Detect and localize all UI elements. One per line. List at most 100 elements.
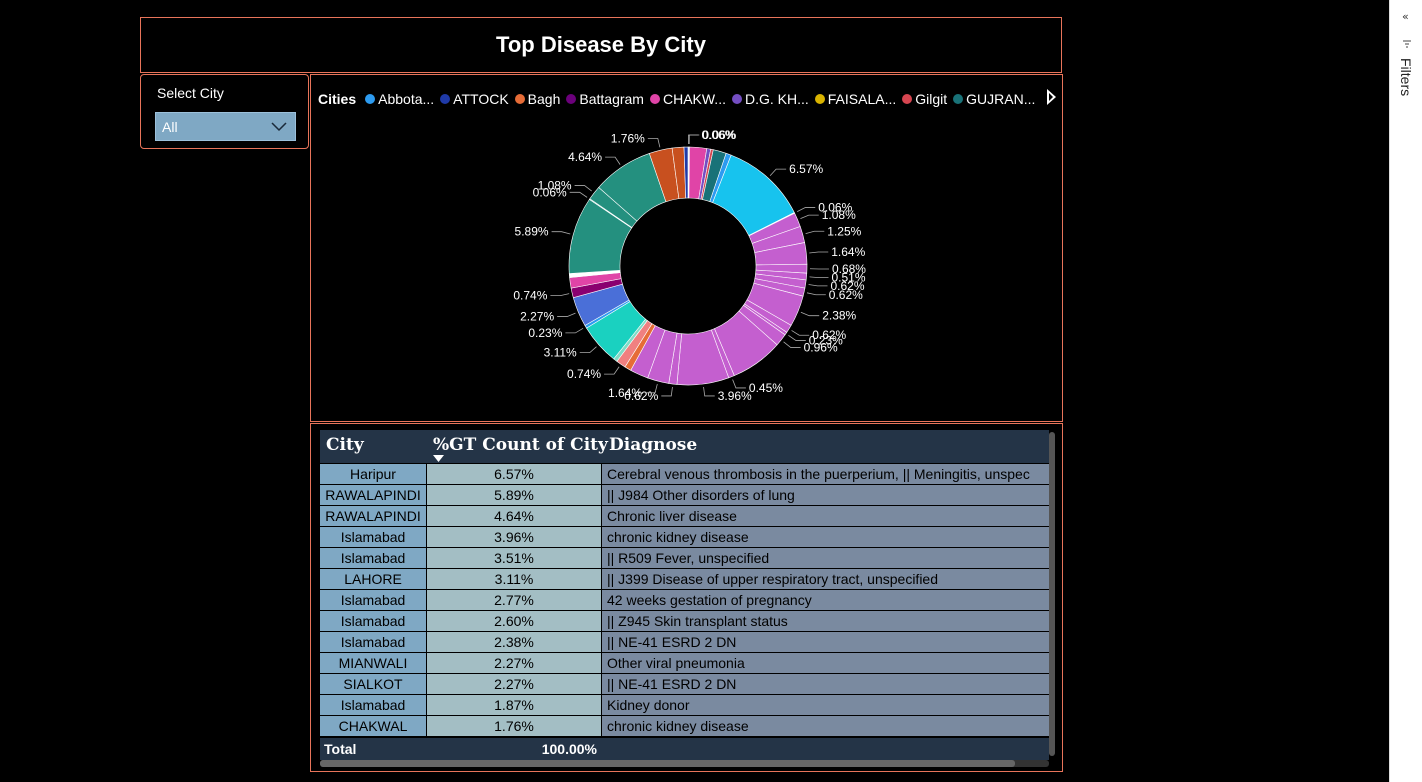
legend-item[interactable]: Gilgit — [902, 91, 947, 107]
donut-chart-visual: Cities Abbota... ATTOCK Bagh Battagram CHAKW… — [310, 74, 1063, 422]
data-label: 2.27% — [520, 310, 554, 324]
table-row[interactable]: Islamabad 3.51% || R509 Fever, unspecified — [320, 548, 1049, 568]
leader-line — [645, 383, 658, 394]
vertical-scrollbar[interactable] — [1049, 432, 1055, 756]
table-row[interactable]: CHAKWAL 1.76% chronic kidney disease — [320, 716, 1049, 736]
legend-marker-icon — [902, 94, 913, 104]
legend-item-label: Bagh — [527, 91, 561, 107]
legend-item[interactable]: GUJRAN... — [953, 91, 1035, 107]
table-row[interactable]: SIALKOT 2.27% || NE-41 ESRD 2 DN — [320, 674, 1049, 694]
data-label: 0.06% — [818, 201, 852, 215]
table-row[interactable]: MIANWALI 2.27% Other viral pneumonia — [320, 653, 1049, 673]
city-cell: CHAKWAL — [320, 716, 426, 736]
pct-cell: 2.38% — [427, 632, 601, 652]
donut-slice[interactable] — [683, 146, 689, 199]
data-label: 0.45% — [749, 381, 783, 395]
data-label: 6.57% — [789, 162, 823, 176]
data-label: 4.64% — [568, 150, 602, 164]
legend-next-arrow-icon[interactable] — [1045, 88, 1057, 106]
pct-cell: 3.51% — [427, 548, 601, 568]
legend-item-label: CHAKW... — [662, 91, 726, 107]
city-cell: Islamabad — [320, 548, 426, 568]
leader-line — [604, 366, 620, 375]
pct-cell: 3.11% — [427, 569, 601, 589]
pct-cell: 3.96% — [427, 527, 601, 547]
legend-item-label: D.G. KH... — [744, 91, 809, 107]
disease-table-visual: City %GT Count of City Diagnose Haripur 6… — [310, 423, 1063, 772]
pct-cell: 6.57% — [427, 464, 601, 484]
diagnose-cell: || Z945 Skin transplant status — [602, 611, 1049, 631]
data-label: 0.62% — [829, 288, 863, 302]
data-label: 0.51% — [831, 271, 865, 285]
leader-line — [809, 276, 829, 279]
chevron-down-icon — [271, 122, 287, 132]
legend-item[interactable]: D.G. KH... — [731, 91, 809, 107]
total-pct: 100.00% — [541, 741, 597, 757]
table-row[interactable]: Islamabad 3.96% chronic kidney disease — [320, 527, 1049, 547]
leader-line — [557, 312, 576, 317]
leader-line — [809, 251, 829, 254]
total-label: Total — [324, 741, 357, 757]
legend-item[interactable]: Battagram — [566, 91, 644, 107]
data-label: 0.06% — [701, 128, 735, 142]
leader-line — [805, 230, 825, 235]
column-header-diagnose[interactable]: Diagnose — [609, 435, 698, 455]
diagnose-cell: || NE-41 ESRD 2 DN — [602, 674, 1049, 694]
city-cell: Haripur — [320, 464, 426, 484]
table-row[interactable]: Islamabad 1.87% Kidney donor — [320, 695, 1049, 715]
pct-cell: 1.87% — [427, 695, 601, 715]
leader-line — [788, 334, 806, 341]
table-row[interactable]: Haripur 6.57% Cerebral venous thrombosis i… — [320, 464, 1049, 484]
filters-pane[interactable]: « Filters — [1389, 0, 1422, 782]
pct-cell: 2.27% — [427, 653, 601, 673]
column-header-city[interactable]: City — [326, 435, 364, 455]
legend-item[interactable]: CHAKW... — [649, 91, 726, 107]
table-row[interactable]: LAHORE 3.11% || J399 Disease of upper resp… — [320, 569, 1049, 589]
legend-item[interactable]: Bagh — [514, 91, 561, 107]
horizontal-scrollbar[interactable] — [320, 760, 1049, 767]
table-total-row: Total 100.00% — [320, 738, 1049, 760]
diagnose-cell: Cerebral venous thrombosis in the puerpe… — [602, 464, 1049, 484]
data-label: 1.64% — [831, 245, 865, 259]
leader-line — [550, 293, 570, 297]
city-cell: Islamabad — [320, 632, 426, 652]
diagnose-cell: chronic kidney disease — [602, 527, 1049, 547]
horizontal-scroll-thumb[interactable] — [320, 760, 1015, 767]
city-dropdown[interactable]: All — [155, 112, 296, 141]
diagnose-cell: Other viral pneumonia — [602, 653, 1049, 673]
city-cell: RAWALAPINDI — [320, 485, 426, 505]
filters-label[interactable]: Filters — [1398, 58, 1414, 97]
table-row[interactable]: Islamabad 2.38% || NE-41 ESRD 2 DN — [320, 632, 1049, 652]
legend-marker-icon — [814, 94, 825, 104]
leader-line — [688, 134, 699, 145]
table-row[interactable]: Islamabad 2.77% 42 weeks gestation of preg… — [320, 590, 1049, 610]
data-label: 0.68% — [832, 262, 866, 276]
data-label: 1.76% — [611, 132, 645, 146]
collapse-chevron-icon[interactable]: « — [1402, 10, 1409, 23]
column-header-pct[interactable]: %GT Count of City — [433, 435, 608, 455]
slicer-label: Select City — [157, 85, 224, 101]
city-cell: Islamabad — [320, 611, 426, 631]
diagnose-cell: Kidney donor — [602, 695, 1049, 715]
legend-title: Cities — [318, 91, 357, 107]
legend-item-label: ATTOCK — [453, 91, 509, 107]
report-canvas: Top Disease By City Select City All Citi… — [0, 0, 1389, 782]
leader-line — [806, 292, 826, 296]
leader-line — [605, 156, 621, 165]
leader-line — [800, 311, 820, 317]
table-row[interactable]: RAWALAPINDI 4.64% Chronic liver disease — [320, 506, 1049, 526]
data-label: 3.96% — [718, 389, 752, 403]
legend-item[interactable]: FAISALA... — [814, 91, 896, 107]
data-label: 0.62% — [812, 328, 846, 342]
table-row[interactable]: Islamabad 2.60% || Z945 Skin transplant st… — [320, 611, 1049, 631]
legend-item[interactable]: ATTOCK — [440, 91, 509, 107]
legend-marker-icon — [365, 94, 376, 104]
data-label: 0.23% — [809, 333, 843, 347]
donut-chart[interactable]: 0.06%0.06%6.57%0.06%1.08%1.25%1.64%0.68%… — [311, 115, 1062, 421]
table-row[interactable]: RAWALAPINDI 5.89% || J984 Other disorders … — [320, 485, 1049, 505]
data-label: 0.96% — [804, 340, 838, 354]
legend-item[interactable]: Abbota... — [365, 91, 434, 107]
legend-item-label: Abbota... — [378, 91, 435, 107]
legend-marker-icon — [953, 94, 964, 104]
data-label: 1.08% — [538, 179, 572, 193]
